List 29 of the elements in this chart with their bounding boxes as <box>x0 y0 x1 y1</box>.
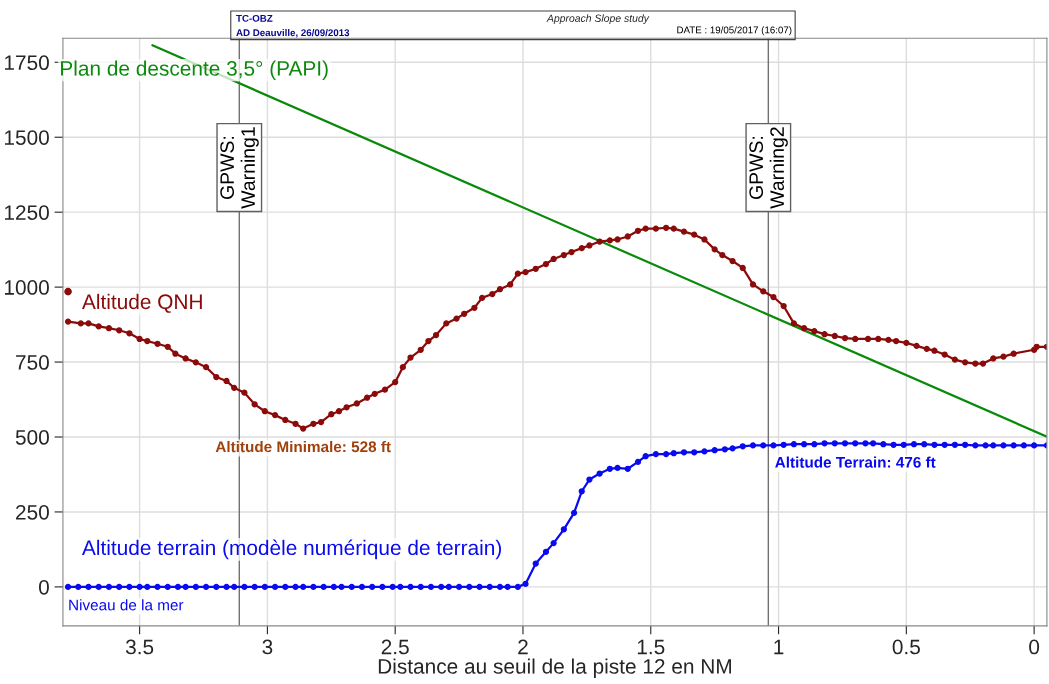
text: DATE : 19/05/2017 (16:07) <box>677 26 792 36</box>
x-tick-label: 0 <box>1029 639 1040 655</box>
series-label: Altitude QNH <box>81 293 202 313</box>
y-tick-label: 1000 <box>4 280 49 295</box>
annotation: Niveau de la mer <box>69 599 184 611</box>
x-tick-label: 2 <box>518 639 528 655</box>
y-tick-label: 500 <box>15 430 49 445</box>
chart-title: Approach Slope study <box>546 14 650 25</box>
text: TC-OBZ <box>236 14 273 22</box>
ref-line-label: GPWS: Warning2 <box>749 127 788 209</box>
series-label: Altitude terrain (modèle numérique de terrain) <box>81 539 501 560</box>
y-tick-label: 0 <box>38 579 49 595</box>
ref-line-label: GPWS: Warning1 <box>220 127 259 209</box>
x-tick-label: 2.5 <box>381 639 409 655</box>
y-tick-label: 1750 <box>4 55 49 71</box>
y-tick-label: 1500 <box>4 130 49 145</box>
x-tick-label: 3.5 <box>125 639 154 655</box>
x-axis-title: Distance au seuil de la piste 12 en NM <box>378 658 731 678</box>
annotation: Altitude Minimale: 528 ft <box>215 440 391 453</box>
x-tick-label: 1.5 <box>637 639 665 655</box>
x-tick-label: 1 <box>774 639 784 655</box>
y-tick-label: 750 <box>16 355 49 370</box>
text: AD Deauville, 26/09/2013 <box>236 28 350 38</box>
annotation: Altitude Terrain: 476 ft <box>775 456 936 468</box>
series-label: Plan de descente 3,5° (PAPI) <box>61 60 328 80</box>
x-tick-label: 3 <box>262 639 273 655</box>
y-tick-label: 1250 <box>4 205 49 220</box>
y-tick-label: 250 <box>16 504 49 520</box>
x-tick-label: 0.5 <box>892 639 920 655</box>
